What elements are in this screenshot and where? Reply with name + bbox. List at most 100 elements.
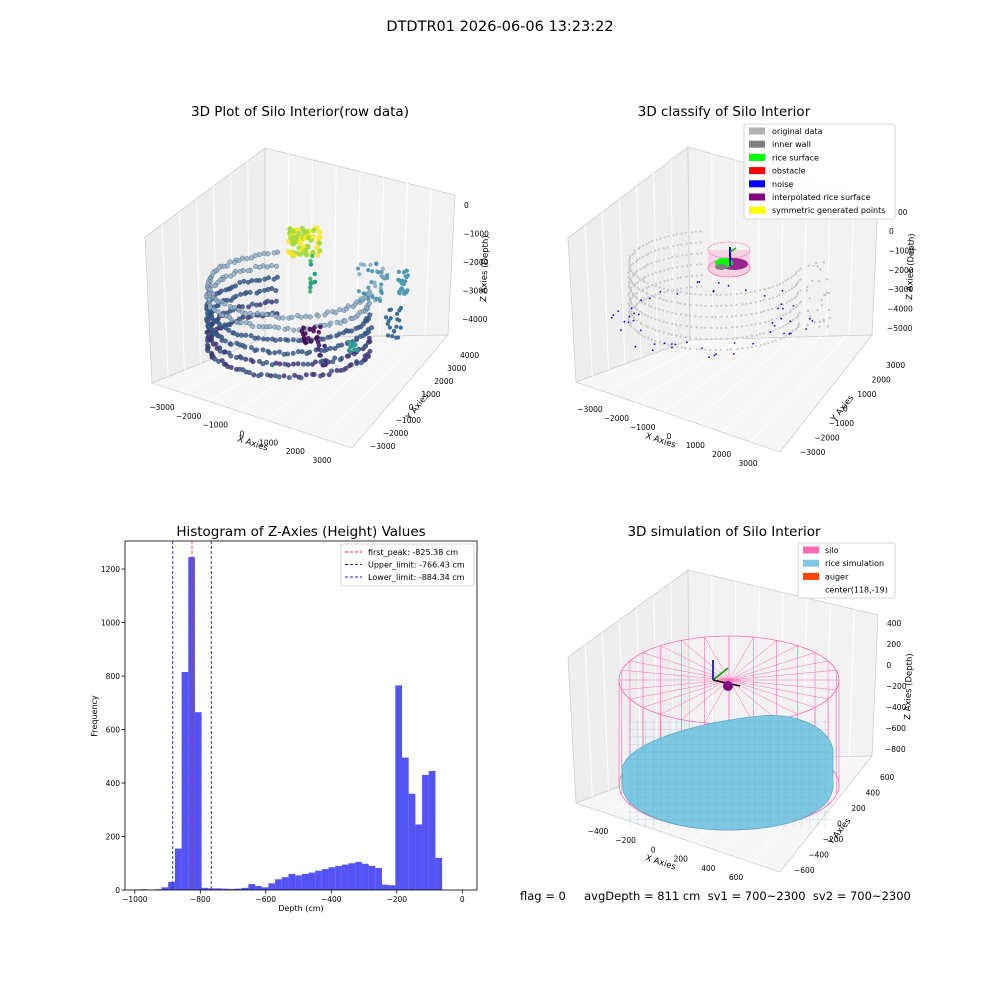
data-point bbox=[273, 298, 279, 304]
data-point bbox=[650, 305, 653, 308]
data-point bbox=[628, 310, 631, 313]
data-point bbox=[767, 308, 770, 312]
data-point bbox=[639, 310, 642, 313]
panel2-y-tick-label: 2000 bbox=[872, 376, 891, 385]
data-point bbox=[667, 288, 670, 291]
legend-label: Lower_limit: -884.34 cm bbox=[368, 573, 465, 582]
data-point bbox=[222, 301, 228, 307]
legend-swatch bbox=[749, 127, 765, 135]
data-point bbox=[808, 317, 811, 320]
data-point bbox=[774, 339, 777, 342]
data-point bbox=[646, 315, 650, 318]
data-point bbox=[645, 287, 648, 290]
data-point bbox=[695, 285, 699, 288]
data-point bbox=[395, 311, 400, 316]
data-point bbox=[681, 265, 684, 268]
panel4-x-tick-label: 600 bbox=[729, 873, 744, 882]
grid-line bbox=[618, 198, 626, 365]
data-point bbox=[784, 290, 788, 293]
data-point bbox=[312, 325, 317, 330]
data-point bbox=[322, 343, 327, 349]
data-point bbox=[628, 323, 632, 326]
data-point bbox=[265, 336, 271, 342]
data-point bbox=[645, 324, 648, 327]
data-point bbox=[798, 311, 801, 314]
data-point bbox=[635, 269, 639, 273]
grid-line bbox=[601, 211, 610, 371]
data-point bbox=[670, 289, 673, 292]
histogram-bar bbox=[201, 887, 209, 890]
data-point bbox=[378, 298, 383, 303]
data-point bbox=[784, 323, 787, 326]
data-point bbox=[332, 355, 338, 361]
data-point bbox=[735, 292, 739, 296]
data-point bbox=[778, 304, 782, 308]
data-point bbox=[754, 345, 758, 348]
data-point bbox=[242, 291, 248, 297]
data-point bbox=[676, 293, 679, 295]
data-point bbox=[339, 342, 345, 348]
data-point bbox=[367, 348, 373, 354]
data-point bbox=[646, 293, 649, 296]
data-point bbox=[645, 254, 648, 257]
grid-line bbox=[266, 335, 370, 421]
data-point bbox=[679, 324, 682, 327]
data-point bbox=[396, 269, 401, 274]
y-tick-label: 200 bbox=[106, 833, 121, 842]
data-point bbox=[720, 326, 723, 329]
data-point bbox=[633, 312, 635, 315]
data-point bbox=[385, 321, 390, 326]
panel2-floor-pane bbox=[574, 334, 873, 453]
data-point bbox=[300, 361, 306, 367]
data-point bbox=[651, 327, 654, 330]
grid-line bbox=[356, 171, 361, 337]
data-point bbox=[772, 296, 775, 299]
data-point bbox=[818, 320, 822, 323]
y-tick-label: 1000 bbox=[101, 619, 120, 628]
data-point bbox=[636, 280, 640, 284]
grid-line bbox=[178, 211, 185, 371]
data-point bbox=[628, 295, 631, 298]
data-point bbox=[809, 315, 812, 318]
data-point bbox=[695, 241, 698, 244]
data-point bbox=[659, 270, 662, 273]
data-point bbox=[317, 229, 323, 235]
data-point bbox=[237, 268, 243, 274]
legend-label: interpolated rice surface bbox=[772, 193, 870, 202]
data-point bbox=[236, 307, 242, 313]
data-point bbox=[320, 363, 326, 368]
data-point bbox=[237, 280, 243, 285]
data-point bbox=[635, 297, 639, 300]
data-point bbox=[627, 302, 630, 306]
silo-wireframe bbox=[728, 669, 837, 681]
panel4-x-tick-label: 0 bbox=[651, 845, 656, 854]
data-point bbox=[396, 278, 402, 283]
data-point bbox=[779, 326, 782, 330]
data-point bbox=[767, 341, 770, 345]
data-point bbox=[705, 315, 708, 318]
data-point bbox=[680, 243, 683, 246]
data-point bbox=[205, 348, 211, 354]
data-point bbox=[630, 303, 633, 306]
panel-raw-data-3d: 3D Plot of Silo Interior(row data) −3000… bbox=[144, 104, 491, 465]
data-point bbox=[242, 344, 248, 350]
data-point bbox=[708, 356, 710, 359]
data-point bbox=[680, 232, 683, 235]
data-point bbox=[328, 345, 333, 351]
data-point bbox=[779, 315, 782, 319]
data-point bbox=[679, 313, 683, 316]
data-point bbox=[676, 255, 679, 258]
data-point bbox=[650, 338, 653, 341]
grid-line bbox=[424, 189, 432, 336]
data-point bbox=[762, 332, 765, 335]
data-point bbox=[671, 322, 674, 325]
grid-line bbox=[208, 336, 318, 402]
data-point bbox=[704, 304, 707, 307]
data-point bbox=[634, 271, 637, 274]
panel4-xlabel: X Axies bbox=[644, 853, 677, 872]
data-point bbox=[628, 266, 631, 269]
data-point bbox=[826, 278, 829, 281]
data-point bbox=[303, 331, 308, 336]
panel4-z-tick-label: 400 bbox=[887, 619, 902, 628]
data-point bbox=[647, 296, 650, 299]
